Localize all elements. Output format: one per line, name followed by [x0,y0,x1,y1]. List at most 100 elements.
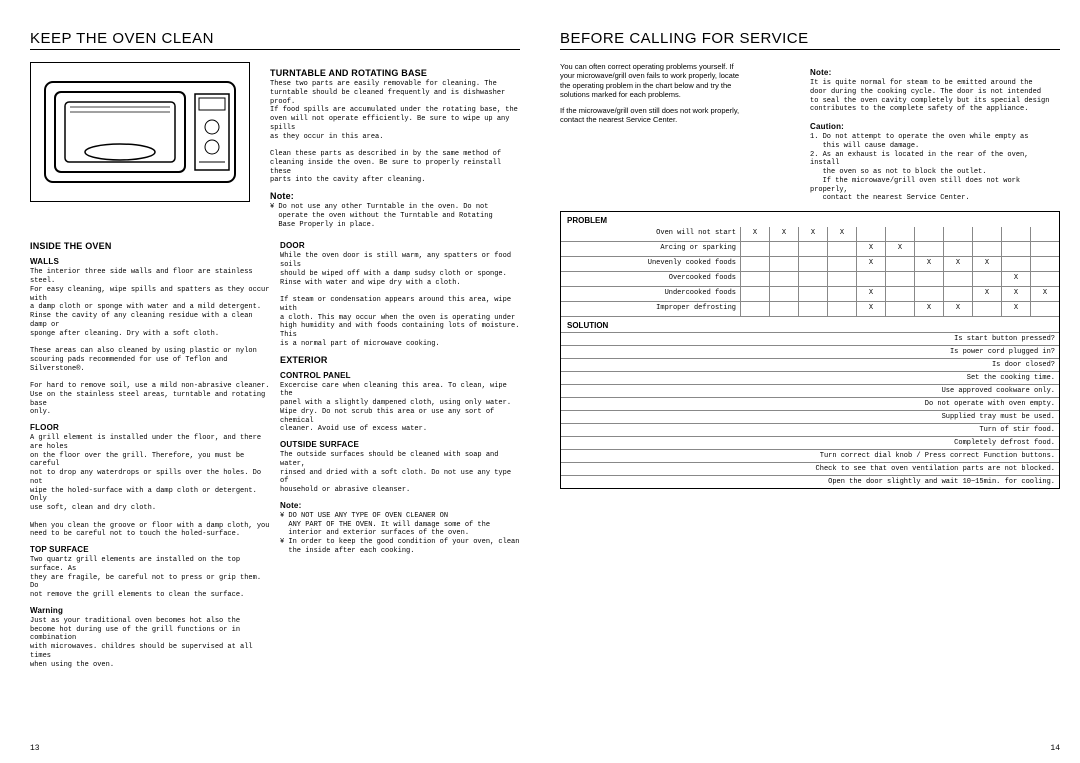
problem-row: Arcing or sparkingXX [561,241,1059,256]
page-number-left: 13 [30,744,40,753]
solution-row: Check to see that oven ventilation parts… [561,462,1059,475]
problem-cell [1002,227,1031,241]
problem-cell [741,257,770,271]
page-spread: KEEP THE OVEN CLEAN [0,0,1080,763]
problem-cell [1031,272,1059,286]
problem-cell: X [770,227,799,241]
solution-row: Open the door slightly and wait 10~15min… [561,475,1059,488]
turntable-note: ¥ Do not use any other Turntable in the … [270,203,520,229]
ext-note-h: Note: [280,501,520,510]
problem-cell: X [1031,287,1059,301]
solution-row: Set the cooking time. [561,371,1059,384]
turntable-heading: TURNTABLE AND ROTATING BASE [270,68,520,78]
problem-cell: X [1002,272,1031,286]
turntable-note-h: Note: [270,191,520,201]
os-h: OUTSIDE SURFACE [280,440,520,449]
problem-cell [857,272,886,286]
problem-cell [886,257,915,271]
turntable-body: These two parts are easily removable for… [270,80,520,185]
problem-row: Improper defrostingXXXX [561,301,1059,316]
problem-cell [973,272,1002,286]
warn-body: Just as your traditional oven becomes ho… [30,617,270,670]
solution-label: Check to see that oven ventilation parts… [561,463,1059,475]
inside-h: INSIDE THE OVEN [30,241,270,251]
problem-cell [886,287,915,301]
solution-label: Open the door slightly and wait 10~15min… [561,476,1059,488]
problem-cell [1031,242,1059,256]
right-title: BEFORE CALLING FOR SERVICE [560,30,1060,50]
os-body: The outside surfaces should be cleaned w… [280,451,520,495]
solution-label: Turn correct dial knob / Press correct F… [561,450,1059,462]
solution-label: Supplied tray must be used. [561,411,1059,423]
problem-cell [1002,257,1031,271]
problem-cell [770,242,799,256]
problem-label: Oven will not start [561,227,741,241]
right-note-body: It is quite normal for steam to be emitt… [810,79,1060,114]
right-caution-body: 1. Do not attempt to operate the oven wh… [810,133,1060,203]
solution-label: Turn of stir food. [561,424,1059,436]
problem-cell [973,302,1002,316]
problem-cell [741,287,770,301]
right-page: BEFORE CALLING FOR SERVICE You can often… [540,0,1080,763]
problem-cell: X [1002,287,1031,301]
problem-cell [799,257,828,271]
problem-cell: X [944,302,973,316]
problem-row: Undercooked foodsXXXX [561,286,1059,301]
problem-cell: X [857,257,886,271]
problem-cell: X [857,287,886,301]
problem-cell [915,242,944,256]
door-body: While the oven door is still warm, any s… [280,252,520,348]
solution-label: Completely defrost food. [561,437,1059,449]
ext-h: EXTERIOR [280,355,520,365]
solution-label: Is power cord plugged in? [561,346,1059,358]
right-intro2: If the microwave/grill oven still does n… [560,106,790,125]
warn-h: Warning [30,606,270,615]
floor-body: A grill element is installed under the f… [30,434,270,539]
right-intro: You can often correct operating problems… [560,62,790,100]
problem-cell [741,302,770,316]
problem-cell [828,257,857,271]
problem-row: Oven will not startXXXX [561,227,1059,241]
problem-cell [770,287,799,301]
door-h: DOOR [280,241,520,250]
solution-row: Turn correct dial knob / Press correct F… [561,449,1059,462]
problem-cell [944,272,973,286]
problem-cell [770,272,799,286]
problem-cell: X [741,227,770,241]
problem-cell: X [857,302,886,316]
problem-cell [1031,302,1059,316]
solution-row: Do not operate with oven empty. [561,397,1059,410]
problem-cell [799,242,828,256]
problem-label: Unevenly cooked foods [561,257,741,271]
top-body: Two quartz grill elements are installed … [30,556,270,600]
problem-heading: PROBLEM [561,212,1059,227]
problem-cell [915,272,944,286]
problem-cell [799,287,828,301]
problem-cell: X [944,257,973,271]
solution-row: Use approved cookware only. [561,384,1059,397]
problem-cell [944,287,973,301]
problem-cell: X [857,242,886,256]
right-note-h: Note: [810,68,1060,77]
microwave-illustration [30,62,250,202]
troubleshoot-table: PROBLEM Oven will not startXXXXArcing or… [560,211,1060,489]
solution-row: Supplied tray must be used. [561,410,1059,423]
problem-cell [1031,257,1059,271]
solution-row: Is door closed? [561,358,1059,371]
solution-row: Turn of stir food. [561,423,1059,436]
right-intro-row: You can often correct operating problems… [560,62,1060,203]
problem-cell: X [915,257,944,271]
left-lower: INSIDE THE OVEN WALLS The interior three… [30,235,520,669]
problem-cell [799,272,828,286]
problem-cell: X [915,302,944,316]
problem-cell [828,272,857,286]
ext-note: ¥ DO NOT USE ANY TYPE OF OVEN CLEANER ON… [280,512,520,556]
left-page: KEEP THE OVEN CLEAN [0,0,540,763]
solution-label: Is start button pressed? [561,333,1059,345]
cp-h: CONTROL PANEL [280,371,520,380]
problem-cell [799,302,828,316]
problem-cell [915,287,944,301]
solution-label: Use approved cookware only. [561,385,1059,397]
right-caution-h: Caution: [810,122,1060,131]
problem-cell [915,227,944,241]
